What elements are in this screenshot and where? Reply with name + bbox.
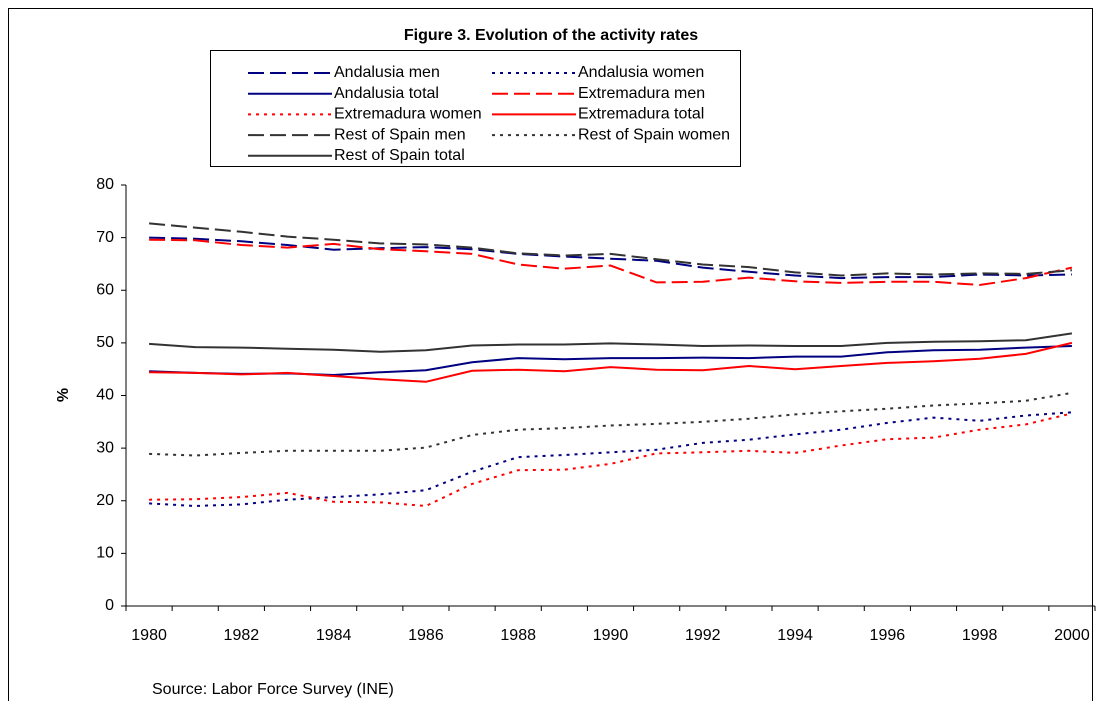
y-tick-label: 80: [96, 176, 114, 193]
legend-label: Rest of Spain women: [578, 126, 730, 143]
legend-label: Andalusia men: [334, 64, 440, 81]
legend-label: Extremadura total: [578, 106, 704, 123]
legend-label: Rest of Spain men: [334, 126, 466, 143]
x-tick-label: 1998: [962, 627, 998, 644]
x-tick-label: 1996: [870, 627, 906, 644]
y-tick-label: 20: [96, 492, 114, 509]
legend-box: [210, 50, 741, 167]
data-line: [149, 332, 1073, 353]
x-tick-label: 1986: [408, 627, 444, 644]
y-tick-label: 30: [96, 439, 114, 456]
x-tick-label: 1980: [131, 627, 167, 644]
y-tick-label: 0: [105, 597, 114, 614]
y-tick-label: 40: [96, 387, 114, 404]
data-line: [149, 341, 1073, 383]
y-axis-label: %: [55, 388, 72, 402]
x-tick-label: 1982: [224, 627, 260, 644]
data-line: [149, 411, 1072, 508]
data-line: [149, 238, 1073, 287]
chart-title: Figure 3. Evolution of the activity rate…: [404, 27, 698, 44]
x-tick-label: 1988: [500, 627, 536, 644]
x-tick-label: 2000: [1054, 627, 1090, 644]
x-tick-label: 1994: [777, 627, 813, 644]
x-tick-label: 1990: [593, 627, 629, 644]
y-tick-label: 60: [96, 281, 114, 298]
chart-frame: [8, 8, 1093, 701]
data-line: [149, 236, 1072, 280]
x-tick-label: 1992: [685, 627, 721, 644]
data-line: [149, 391, 1073, 457]
data-line: [149, 222, 1072, 277]
legend-label: Extremadura women: [334, 106, 482, 123]
legend-label: Andalusia women: [578, 64, 704, 81]
y-tick-label: 50: [96, 334, 114, 351]
data-line: [149, 412, 1073, 508]
legend-label: Extremadura men: [578, 85, 705, 102]
source-note: Source: Labor Force Survey (INE): [152, 681, 394, 698]
legend-label: Andalusia total: [334, 85, 439, 102]
legend-label: Rest of Spain total: [334, 147, 465, 164]
x-tick-label: 1984: [316, 627, 352, 644]
y-tick-label: 10: [96, 545, 114, 562]
y-tick-label: 70: [96, 229, 114, 246]
